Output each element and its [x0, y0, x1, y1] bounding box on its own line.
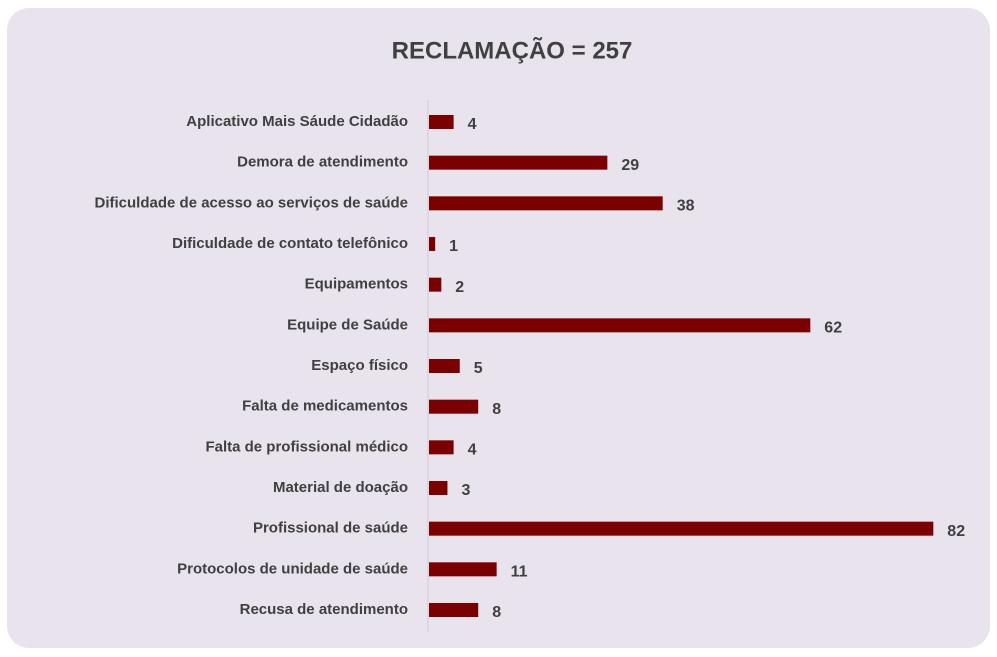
value-label: 4: [468, 116, 477, 133]
bar: [429, 237, 436, 251]
category-label: Aplicativo Mais Sáude Cidadão: [186, 113, 408, 130]
value-label: 62: [824, 320, 842, 337]
category-label: Equipe de Saúde: [287, 316, 408, 333]
value-label: 38: [677, 198, 695, 215]
category-label: Demora de atendimento: [237, 154, 408, 171]
bar: [429, 603, 479, 617]
value-label: 8: [492, 604, 501, 621]
category-label: Falta de profissional médico: [205, 438, 408, 455]
bar: [429, 521, 934, 536]
value-label: 29: [621, 157, 639, 174]
chart-title: RECLAMAÇÃO = 257: [392, 36, 633, 64]
category-label: Dificuldade de acesso ao serviços de saú…: [95, 194, 408, 211]
bar: [429, 318, 811, 333]
value-label: 3: [461, 482, 470, 499]
category-label: Falta de medicamentos: [242, 398, 408, 415]
bar: [429, 196, 663, 211]
bar: [429, 481, 448, 495]
bar: [429, 562, 497, 577]
bar: [429, 440, 454, 455]
value-label: 4: [468, 442, 477, 459]
category-label: Recusa de atendimento: [240, 601, 408, 618]
category-label: Espaço físico: [311, 357, 408, 374]
category-label: Material de doação: [273, 479, 408, 496]
category-label: Dificuldade de contato telefônico: [172, 235, 408, 252]
category-label: Profissional de saúde: [253, 520, 408, 537]
value-label: 2: [455, 279, 464, 296]
value-label: 1: [449, 238, 458, 255]
bar: [429, 359, 460, 373]
category-label: Protocolos de unidade de saúde: [177, 560, 408, 577]
bar: [429, 115, 454, 129]
bar: [429, 277, 442, 292]
bar: [429, 155, 608, 170]
category-label: Equipamentos: [305, 276, 408, 293]
value-label: 8: [492, 401, 501, 418]
value-label: 5: [474, 360, 483, 377]
value-label: 11: [511, 564, 528, 581]
bar: [429, 399, 479, 414]
value-label: 82: [947, 523, 965, 540]
